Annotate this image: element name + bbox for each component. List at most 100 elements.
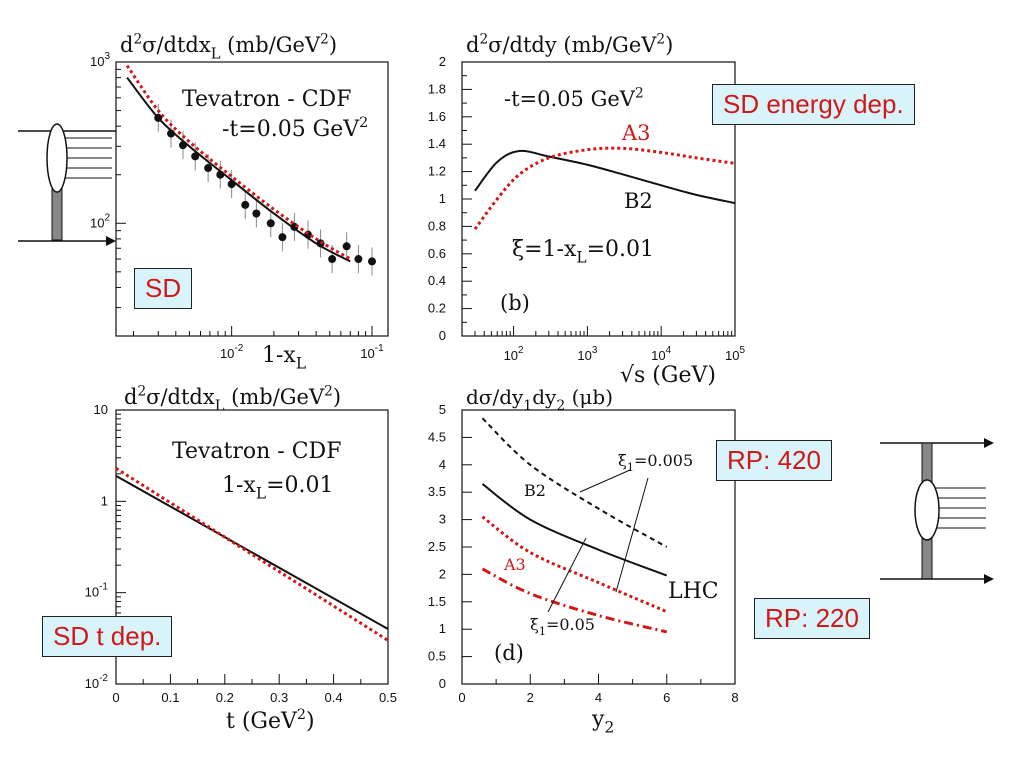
panel-a-annotation: Tevatron - CDF — [182, 87, 351, 112]
y-tick-label: 3.5 — [428, 484, 446, 499]
x-tick-label: 0.1 — [161, 690, 179, 705]
panel-c-title: d2σ/dtdxL (mb/GeV2) — [124, 384, 341, 415]
tick-label: 102 — [90, 212, 110, 230]
y-tick-label: 1.6 — [428, 109, 446, 124]
y-tick-label: 1.8 — [428, 81, 446, 96]
pointer-line — [547, 537, 587, 613]
y-tick-label: 1.2 — [428, 164, 446, 179]
tick-label: 102 — [504, 345, 524, 363]
panel-c-xlabel: t (GeV2) — [226, 707, 315, 734]
y-tick-label: 3 — [439, 512, 446, 527]
series-label-a3: A3 — [503, 555, 526, 574]
data-point — [204, 164, 213, 173]
x-tick-label: 8 — [731, 690, 738, 705]
y-tick-label: 1 — [439, 621, 446, 636]
x-tick-label: 0.5 — [379, 690, 397, 705]
panel-c-annotation: 1-xL=0.01 — [222, 473, 334, 503]
series-label-b2: B2 — [524, 481, 546, 500]
panel-b-curve-A3 — [473, 146, 736, 231]
x-tick-label: 0 — [458, 690, 465, 705]
arrow-head — [984, 438, 994, 448]
y-tick-label: 0.5 — [428, 649, 446, 664]
panel-d-curve-1 — [481, 483, 668, 577]
panel-d-title: dσ/dy1dy2 (μb) — [466, 385, 613, 414]
data-point — [354, 255, 363, 264]
series-label-a3: A3 — [621, 121, 651, 145]
x-tick-label: 0 — [112, 690, 119, 705]
series-label-b2: B2 — [624, 189, 653, 213]
y-tick-label: 2.5 — [428, 539, 446, 554]
x-tick-label: 0.4 — [325, 690, 343, 705]
data-point — [328, 255, 337, 264]
panel-b-xlabel: √s (GeV) — [620, 363, 716, 388]
panel-a-curve-2 — [125, 64, 352, 261]
panel-a-xlabel: 1-xL — [262, 343, 306, 373]
tick-label: 10-1 — [85, 582, 109, 600]
y-tick-label: 0.8 — [428, 218, 446, 233]
tick-label: 10 — [94, 402, 108, 417]
tick-label: 10-2 — [220, 343, 244, 361]
data-point — [191, 152, 200, 161]
sd-t-dep-box: SD t dep. — [42, 616, 173, 657]
y-tick-label: 1 — [439, 191, 446, 206]
panel-d-xlabel: y2 — [591, 707, 614, 737]
data-point — [278, 233, 287, 242]
panel-b-annotation: ξ=1-xL=0.01 — [512, 237, 654, 267]
y-tick-label: 4 — [439, 457, 446, 472]
panel-a-annotation: -t=0.05 GeV2 — [222, 115, 368, 142]
y-tick-label: 1.4 — [428, 136, 446, 151]
x-tick-label: 0.2 — [216, 690, 234, 705]
data-point — [368, 257, 377, 266]
panel-b-title: d2σ/dtdy (mb/GeV2) — [466, 32, 673, 57]
arrow-head — [984, 574, 994, 584]
panel-c-curve-0 — [115, 475, 389, 630]
y-tick-label: 0 — [439, 676, 446, 691]
tick-label: 103 — [577, 345, 597, 363]
panel-d-tag: (d) — [494, 641, 524, 665]
data-point — [266, 219, 275, 228]
y-tick-label: 4.5 — [428, 429, 446, 444]
rp220-box: RP: 220 — [754, 598, 870, 639]
y-tick-label: 0.6 — [428, 246, 446, 261]
y-tick-label: 0.4 — [428, 273, 446, 288]
tick-label: 10-2 — [85, 673, 109, 691]
x-tick-label: 4 — [595, 690, 602, 705]
vertex-blob — [914, 479, 940, 541]
panel-b-curve-B2 — [474, 149, 736, 205]
panel-d-annotation: ξ1=0.005 — [618, 451, 693, 474]
data-point — [252, 209, 261, 218]
data-point — [342, 242, 351, 251]
tick-label: 105 — [725, 345, 745, 363]
tick-label: 104 — [651, 345, 671, 363]
pointer-line — [579, 469, 631, 493]
arrow-head — [106, 236, 116, 246]
sd-label-box: SD — [134, 268, 193, 309]
x-tick-label: 0.3 — [270, 690, 288, 705]
panel-b-tag: (b) — [500, 291, 530, 315]
rp420-box: RP: 420 — [716, 440, 832, 481]
tick-label: 1 — [101, 493, 108, 508]
panel-a-frame — [115, 61, 389, 337]
panel-d-annotation: LHC — [668, 579, 719, 604]
pointer-line — [615, 477, 649, 593]
y-tick-label: 1.5 — [428, 594, 446, 609]
panel-d-annotation: ξ1=0.05 — [530, 615, 595, 638]
y-tick-label: 5 — [439, 402, 446, 417]
y-tick-label: 0.2 — [428, 301, 446, 316]
y-tick-label: 0 — [439, 328, 446, 343]
panel-a-title: d2σ/dtdxL (mb/GeV2) — [120, 32, 337, 63]
panel-d-curve-3 — [481, 567, 668, 634]
y-tick-label: 2 — [439, 566, 446, 581]
data-point — [241, 200, 250, 209]
x-tick-label: 6 — [663, 690, 670, 705]
panel-c-annotation: Tevatron - CDF — [172, 439, 341, 464]
tick-label: 103 — [90, 51, 110, 69]
panel-d-curve-0 — [481, 417, 668, 548]
vertex-blob — [46, 123, 68, 193]
x-tick-label: 2 — [527, 690, 534, 705]
panel-b-annotation: -t=0.05 GeV2 — [504, 86, 644, 111]
y-tick-label: 2 — [439, 54, 446, 69]
tick-label: 10-1 — [360, 343, 384, 361]
sd-energy-box: SD energy dep. — [712, 84, 915, 125]
